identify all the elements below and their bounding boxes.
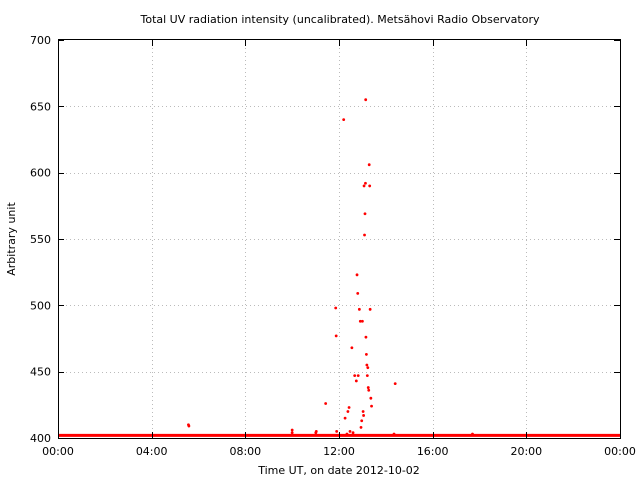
x-tick-label: 20:00 (510, 445, 542, 458)
data-point (347, 406, 351, 409)
data-point (366, 386, 370, 389)
data-point (370, 404, 373, 408)
data-point (359, 425, 363, 429)
data-point (365, 374, 369, 378)
x-tick-label: 00:00 (42, 445, 74, 458)
y-tick-label: 700 (30, 34, 51, 47)
data-point (335, 429, 339, 433)
x-tick-label: 12:00 (323, 445, 355, 458)
data-point (364, 335, 368, 339)
data-point (345, 432, 349, 436)
x-tick-label: 00:00 (604, 445, 636, 458)
data-point (348, 429, 352, 433)
data-point (354, 379, 358, 383)
data-point (392, 432, 396, 436)
data-point (187, 424, 191, 428)
data-point (356, 374, 360, 378)
x-tick-label: 16:00 (417, 445, 449, 458)
data-point (355, 273, 359, 277)
data-point (290, 431, 294, 435)
y-axis-label: Arbitrary unit (5, 202, 18, 276)
data-point (367, 163, 371, 167)
grid-layer (58, 40, 620, 438)
data-point (362, 184, 366, 188)
y-tick-label: 500 (30, 299, 51, 312)
data-point (314, 429, 318, 433)
data-point (343, 416, 347, 420)
data-point (324, 402, 328, 405)
data-points (187, 98, 474, 436)
data-point (360, 419, 364, 423)
data-point (471, 432, 474, 436)
data-point (368, 307, 372, 311)
data-point (369, 396, 373, 400)
tick-layer (58, 40, 621, 439)
y-tick-label: 450 (30, 366, 51, 379)
y-tick-labels: 400 450 500 550 600 650 700 (30, 34, 51, 445)
data-point (356, 291, 360, 295)
data-point (364, 181, 367, 185)
x-tick-label: 08:00 (229, 445, 261, 458)
data-point (346, 410, 350, 413)
data-point (393, 382, 397, 386)
data-point (362, 414, 365, 417)
chart-title: Total UV radiation intensity (uncalibrat… (140, 13, 540, 26)
y-tick-label: 650 (30, 100, 51, 113)
y-tick-label: 600 (30, 167, 51, 180)
data-point (365, 363, 369, 367)
data-point (358, 319, 362, 323)
data-point (364, 353, 368, 356)
data-point (361, 410, 365, 413)
data-point (351, 431, 355, 435)
data-point (364, 98, 368, 102)
x-axis-label: Time UT, on date 2012-10-02 (257, 464, 420, 477)
data-point (363, 233, 366, 237)
data-point (353, 374, 357, 378)
data-point (367, 388, 371, 392)
data-point (366, 366, 370, 370)
data-point (368, 184, 372, 188)
data-point (334, 306, 338, 310)
data-point (290, 428, 294, 432)
data-point (363, 212, 367, 216)
y-tick-label: 550 (30, 233, 51, 246)
data-point (357, 307, 361, 311)
x-tick-label: 04:00 (136, 445, 168, 458)
data-point (350, 346, 354, 350)
data-point (334, 334, 338, 338)
y-tick-label: 400 (30, 432, 51, 445)
data-point (361, 319, 364, 323)
x-tick-labels: 00:00 04:00 08:00 12:00 16:00 20:00 00:00 (42, 445, 636, 458)
data-point (342, 118, 346, 121)
